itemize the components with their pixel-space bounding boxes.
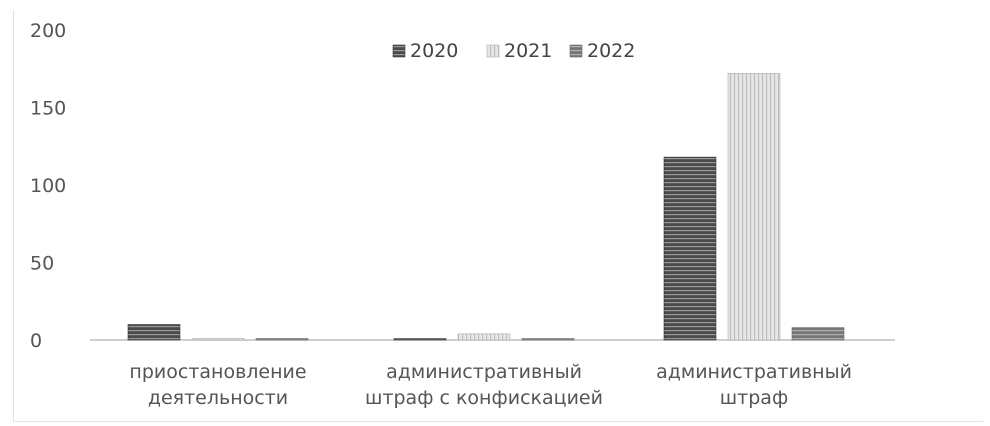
y-tick-label: 150 <box>30 98 66 120</box>
bar-2022-cat-0 <box>255 338 309 341</box>
y-axis: 0 50 100 150 200 <box>30 20 66 352</box>
bar-2022-cat-2 <box>791 327 845 341</box>
legend-swatch-2021 <box>486 44 500 58</box>
x-axis: приостановление деятельности административ… <box>90 339 895 409</box>
bar-2021-cat-2 <box>727 73 781 341</box>
legend-label-2021: 2021 <box>504 40 552 62</box>
y-tick-label: 0 <box>30 330 42 352</box>
y-tick-label: 200 <box>30 20 66 42</box>
y-tick-label: 100 <box>30 175 66 197</box>
x-category-label: административный <box>656 361 852 383</box>
bar-2020-cat-1 <box>393 338 447 341</box>
x-category-label: штраф с конфискацией <box>365 387 603 409</box>
bar-2020-cat-2 <box>663 156 717 341</box>
x-category-label: административный <box>386 361 582 383</box>
legend-label-2020: 2020 <box>410 40 458 62</box>
legend: 2020 2021 2022 <box>392 40 635 62</box>
bar-2021-cat-0 <box>191 338 245 341</box>
legend-swatch-2020 <box>392 44 406 58</box>
x-category-label: приостановление <box>129 361 306 383</box>
bar-2021-cat-1 <box>457 333 511 341</box>
chart-frame <box>13 10 983 422</box>
x-category-label: штраф <box>720 387 788 409</box>
y-tick-label: 50 <box>30 253 54 275</box>
bars <box>127 73 845 341</box>
bar-2020-cat-0 <box>127 324 181 341</box>
x-category-label: деятельности <box>148 387 288 409</box>
legend-label-2022: 2022 <box>587 40 635 62</box>
legend-swatch-2022 <box>569 44 583 58</box>
bar-2022-cat-1 <box>521 338 575 341</box>
